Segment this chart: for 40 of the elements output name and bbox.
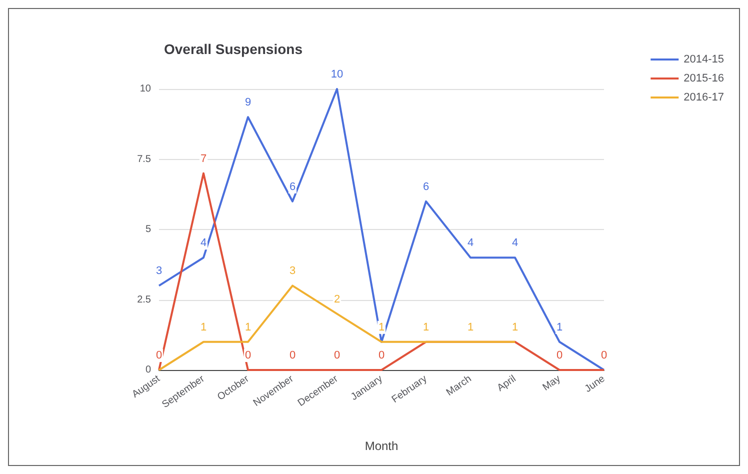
- data-label: 10: [330, 68, 344, 80]
- data-label: 0: [334, 350, 340, 362]
- data-label: 0: [556, 350, 563, 362]
- data-label: 0: [244, 350, 252, 362]
- legend-label: 2014-15: [684, 54, 724, 66]
- data-label: 4: [200, 237, 207, 250]
- data-label: 0: [156, 350, 162, 362]
- data-label: 0: [289, 350, 296, 362]
- data-label: 1: [422, 321, 430, 334]
- data-label: 3: [156, 265, 162, 278]
- data-label: 0: [378, 350, 385, 362]
- y-tick-label: 0: [145, 364, 152, 376]
- chart-title: Overall Suspensions: [164, 41, 303, 57]
- y-tick-label: 2.5: [137, 294, 152, 306]
- x-axis-title: Month: [364, 439, 398, 453]
- legend-label: 2016-17: [684, 92, 724, 104]
- data-label: 6: [289, 180, 296, 193]
- line-series: [158, 88, 605, 371]
- legend-label: 2015-16: [684, 72, 724, 84]
- data-label: 9: [244, 96, 252, 109]
- x-tick-label: June: [583, 373, 608, 395]
- data-label: 1: [512, 321, 518, 334]
- data-label: 4: [467, 237, 474, 250]
- data-label: 1: [378, 321, 385, 334]
- data-label: 1: [467, 321, 474, 334]
- data-label: 1: [200, 321, 207, 334]
- x-tick-label: May: [540, 373, 563, 394]
- data-label: 4: [512, 237, 518, 250]
- data-label: 1: [556, 321, 563, 334]
- y-tick-label: 10: [140, 84, 152, 94]
- data-label: 1: [244, 321, 252, 334]
- y-tick-label: 7.5: [137, 154, 152, 165]
- data-label: 7: [200, 152, 207, 165]
- data-label: 6: [422, 180, 430, 193]
- data-label: 3: [289, 265, 296, 278]
- line-series: [158, 284, 516, 371]
- data-label: 0: [600, 350, 608, 362]
- y-tick-label: 5: [145, 224, 152, 235]
- x-tick-label: April: [495, 373, 518, 394]
- data-label: 2: [334, 293, 340, 306]
